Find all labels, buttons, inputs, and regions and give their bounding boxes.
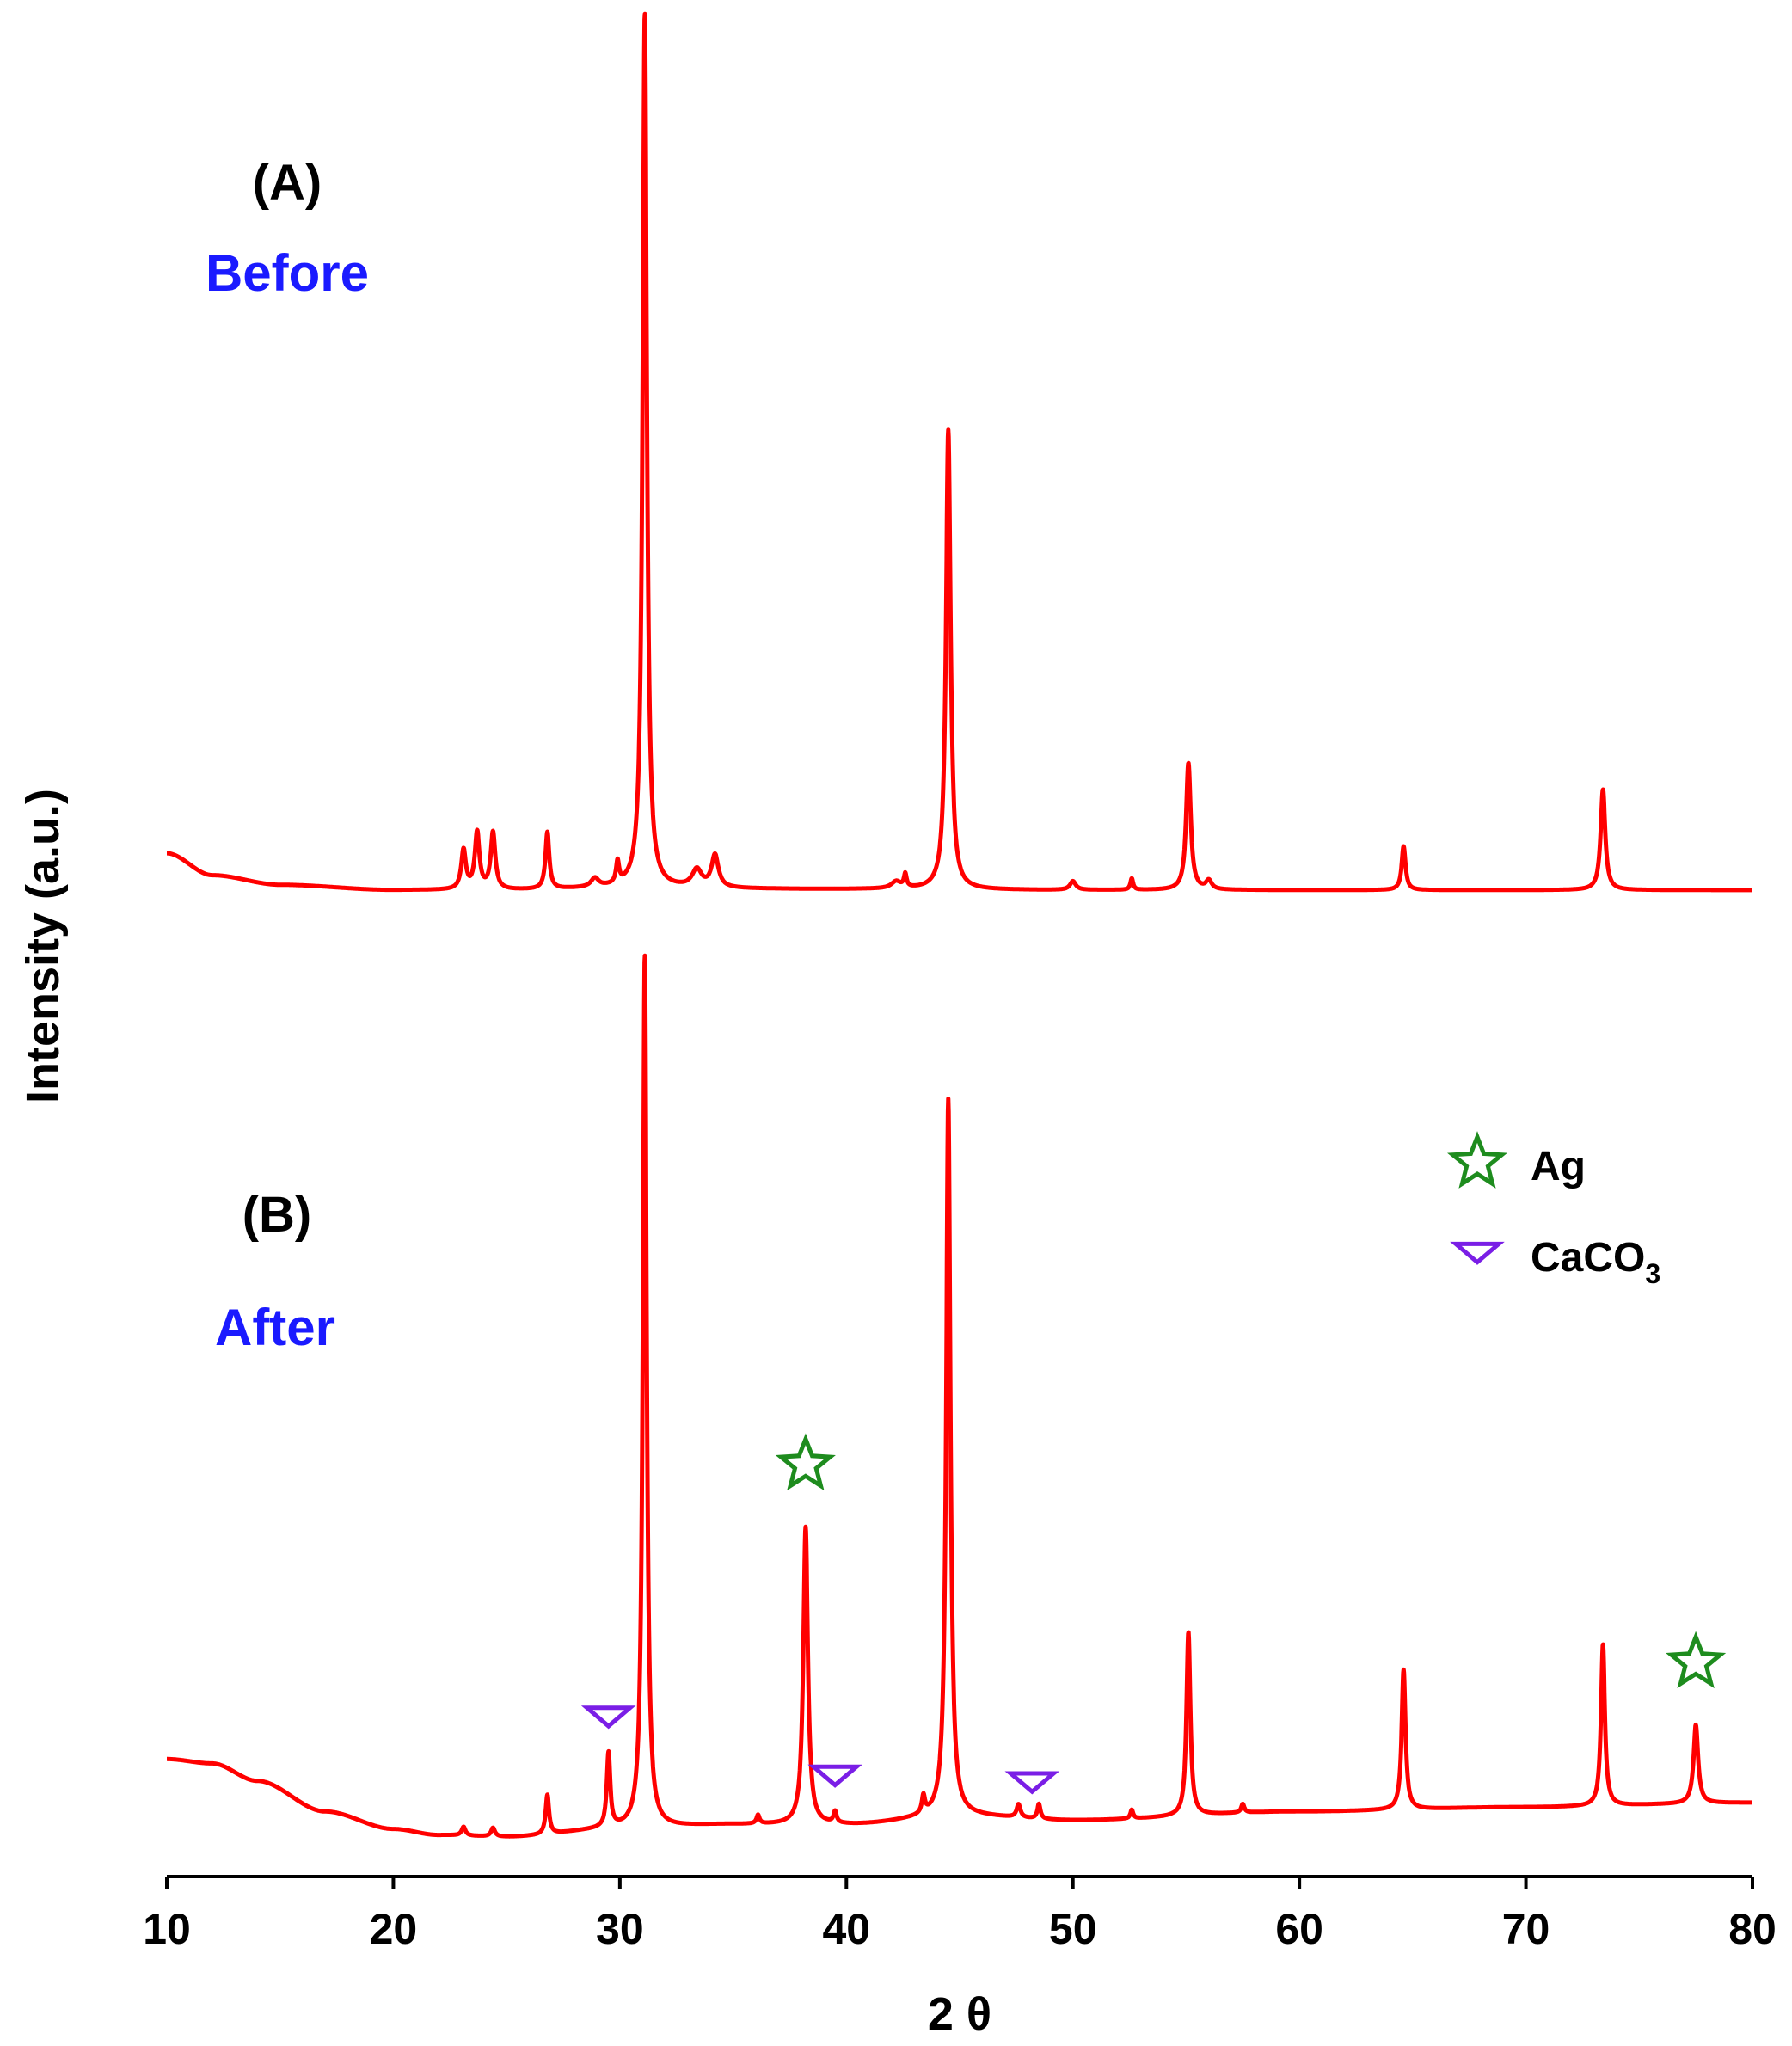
panel-b-label: (B) (242, 1187, 312, 1243)
panel-b-state-label: After (215, 1299, 335, 1356)
legend-ag-star-icon (1446, 1131, 1508, 1189)
x-axis: 10 20 30 40 50 60 70 80 (143, 1875, 1777, 1953)
panel-a-label: (A) (253, 155, 322, 211)
legend-ag-star-shape (1446, 1131, 1508, 1189)
caco3-triangle-marker-icon (807, 1764, 862, 1788)
phase-markers (580, 1433, 1727, 1795)
x-tick-label: 20 (370, 1905, 418, 1953)
x-tick-label: 80 (1728, 1905, 1777, 1953)
x-tick-label: 30 (596, 1905, 644, 1953)
legend-label-caco3: CaCO3 (1531, 1235, 1660, 1289)
x-tick-label: 50 (1049, 1905, 1097, 1953)
xrd-trace-after (164, 953, 1754, 1839)
ag-star-marker-icon (1666, 1631, 1727, 1689)
x-tick-label: 40 (822, 1905, 870, 1953)
caco3-triangle-marker-icon (1004, 1771, 1060, 1795)
y-axis-title: Intensity (a.u.) (17, 789, 69, 1103)
x-tick-label: 10 (143, 1905, 191, 1953)
legend-caco3-triangle-icon (1450, 1241, 1505, 1265)
x-axis-title: 2 θ (928, 1988, 991, 2040)
legend-label-ag: Ag (1531, 1144, 1586, 1189)
ag-star-marker-icon (775, 1433, 836, 1491)
panel-a-state-label: Before (206, 244, 369, 302)
x-tick-label: 70 (1502, 1905, 1550, 1953)
caco3-triangle-marker-icon (580, 1705, 636, 1730)
xrd-trace-before (164, 11, 1754, 893)
xrd-traces (164, 11, 1754, 1839)
legend: Ag CaCO3 (1446, 1131, 1660, 1289)
legend-caco3-triangle-shape (1450, 1241, 1505, 1265)
x-tick-label: 60 (1275, 1905, 1323, 1953)
